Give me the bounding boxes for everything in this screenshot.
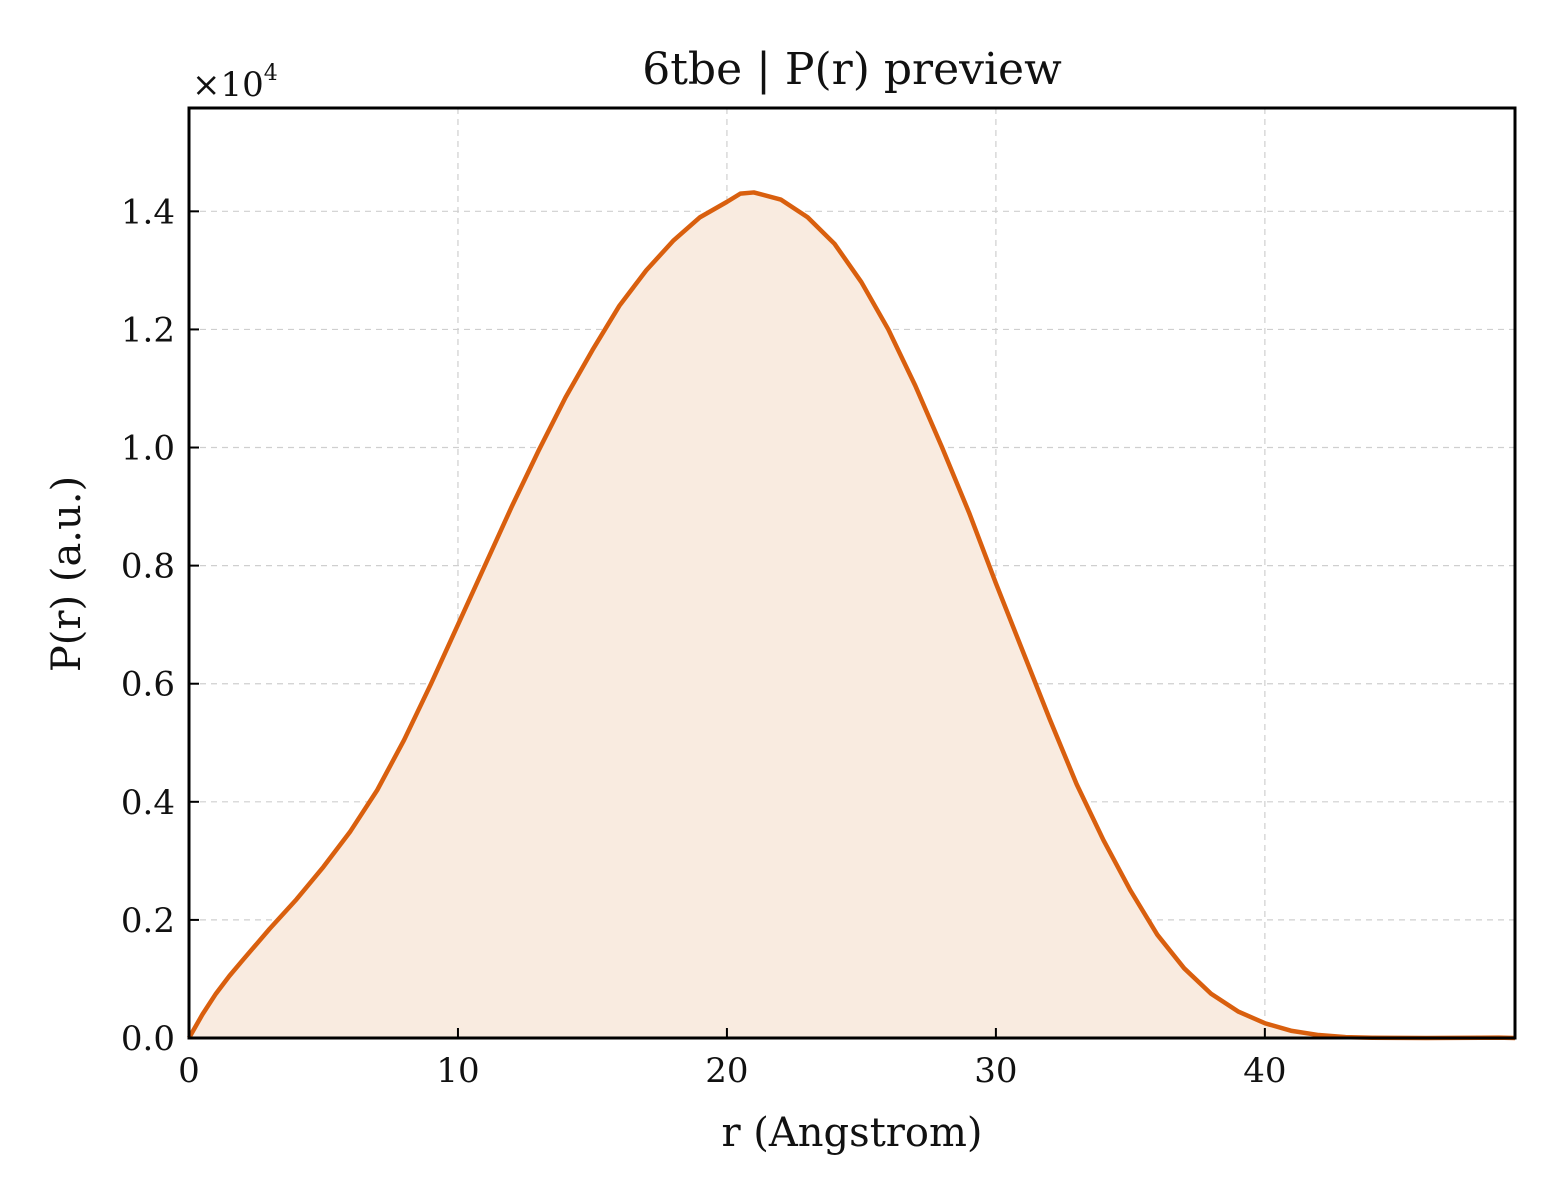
x-tick-label: 10 xyxy=(436,1051,479,1091)
y-multiplier-label: ×104 xyxy=(192,61,278,105)
y-tick-label: 1.0 xyxy=(121,429,175,469)
x-tick-label: 20 xyxy=(705,1051,748,1091)
chart-title: 6tbe | P(r) preview xyxy=(642,44,1062,95)
y-multiplier-base: ×10 xyxy=(192,65,264,105)
x-tick-label: 30 xyxy=(974,1051,1017,1091)
y-tick-label: 0.8 xyxy=(121,547,175,587)
y-axis-label: P(r) (a.u.) xyxy=(44,476,90,672)
x-tick-label: 40 xyxy=(1243,1051,1286,1091)
y-tick-label: 0.0 xyxy=(121,1019,175,1059)
y-tick-label: 1.2 xyxy=(121,310,175,350)
x-tick-label: 0 xyxy=(178,1051,200,1091)
y-tick-label: 1.4 xyxy=(121,192,175,232)
pr-area-fill xyxy=(189,192,1515,1038)
x-axis-label: r (Angstrom) xyxy=(721,1110,982,1156)
plot-frame xyxy=(187,106,1517,1040)
y-tick-label: 0.4 xyxy=(121,783,175,823)
tick-labels: 0 10 20 30 40 0.0 0.2 0.4 0.6 0.8 1.0 1.2 1.4 xyxy=(121,192,1287,1091)
y-multiplier-exponent: 4 xyxy=(264,61,278,86)
y-tick-label: 0.2 xyxy=(121,901,175,941)
pr-curve xyxy=(187,190,1516,1041)
y-tick-label: 0.6 xyxy=(121,665,175,705)
